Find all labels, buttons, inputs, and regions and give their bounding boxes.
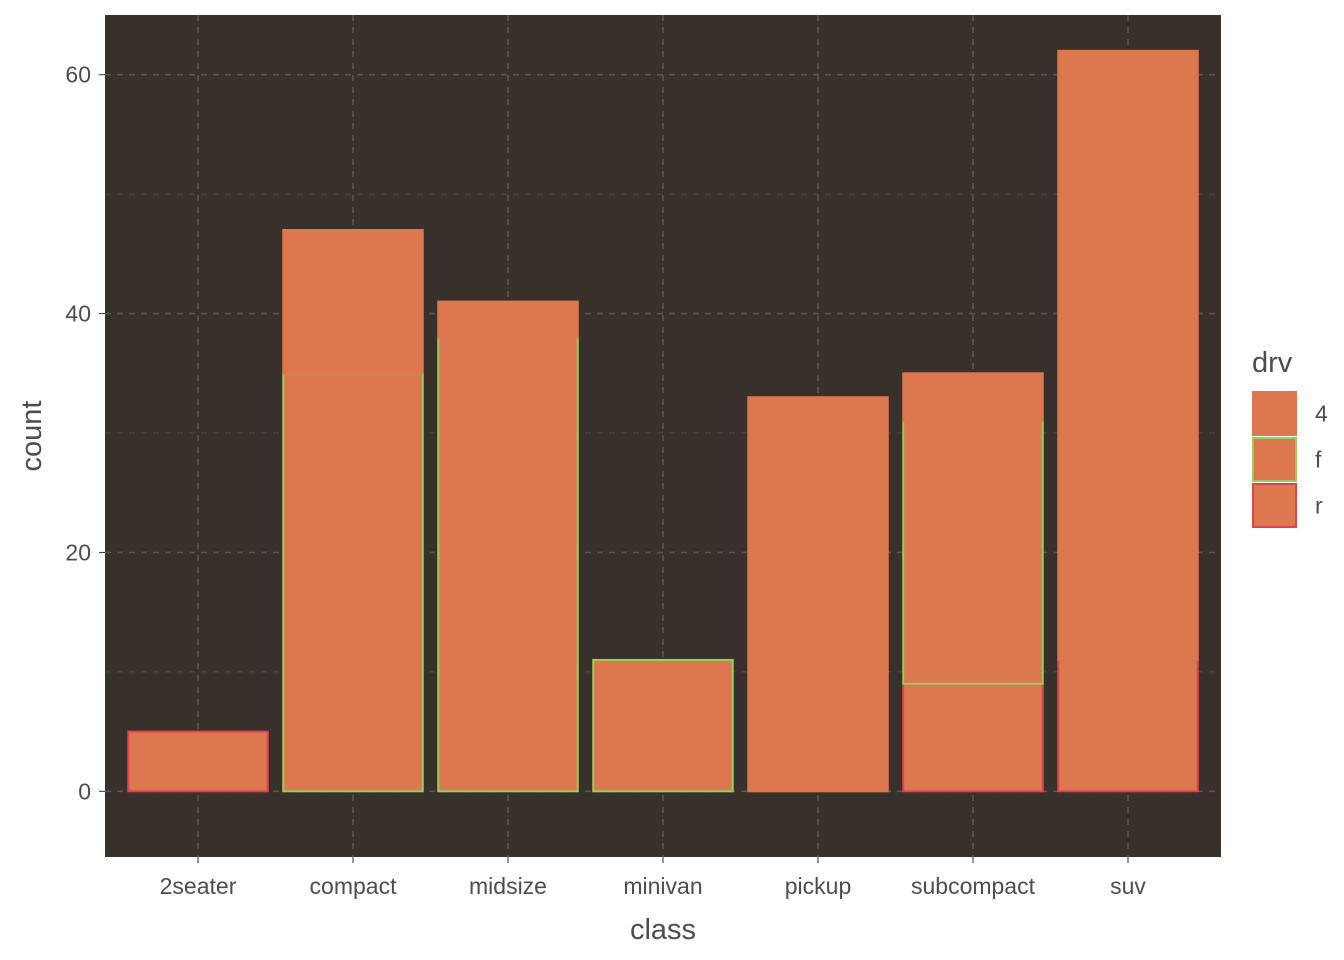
legend-label-r: r [1315, 493, 1323, 519]
x-tick-label: pickup [785, 873, 851, 899]
legend-title: drv [1252, 347, 1293, 379]
bar-compact-f [282, 372, 424, 793]
bar-2seater-r [127, 730, 269, 793]
bars [127, 49, 1199, 793]
bar-pickup-4 [747, 396, 889, 793]
x-axis-ticks: 2seater compact midsize minivan pickup subcom… [160, 857, 1146, 899]
legend-key-f [1252, 437, 1297, 482]
bar-suv-4 [1057, 49, 1199, 661]
bar-subcompact-f [902, 420, 1044, 685]
legend-key-4 [1252, 391, 1297, 436]
bar-subcompact-4 [902, 372, 1044, 423]
legend-key-r [1252, 483, 1297, 528]
y-tick-label: 0 [78, 778, 91, 804]
legend: drv 4 fr [1252, 347, 1328, 528]
y-tick-label: 20 [65, 539, 91, 565]
x-tick-label: compact [310, 873, 398, 899]
y-tick-label: 40 [65, 301, 91, 327]
x-tick-label: 2seater [160, 873, 237, 899]
x-tick-label: suv [1110, 873, 1146, 899]
bar-midsize-4 [437, 300, 579, 339]
legend-label-4: 4 [1315, 401, 1328, 427]
bar-midsize-f [437, 336, 579, 793]
bar-compact-4 [282, 228, 424, 375]
legend-label-f: f [1315, 447, 1322, 473]
bar-subcompact-r [902, 682, 1044, 793]
bar-minivan-f [592, 658, 734, 793]
x-tick-label: subcompact [911, 873, 1036, 899]
bar-suv-r [1057, 658, 1199, 793]
x-axis-title: class [630, 914, 696, 946]
y-axis-title: count [16, 401, 48, 472]
y-axis-ticks: 0 20 40 60 [65, 62, 105, 804]
x-tick-label: midsize [469, 873, 547, 899]
y-tick-label: 60 [65, 62, 91, 88]
x-tick-label: minivan [623, 873, 702, 899]
